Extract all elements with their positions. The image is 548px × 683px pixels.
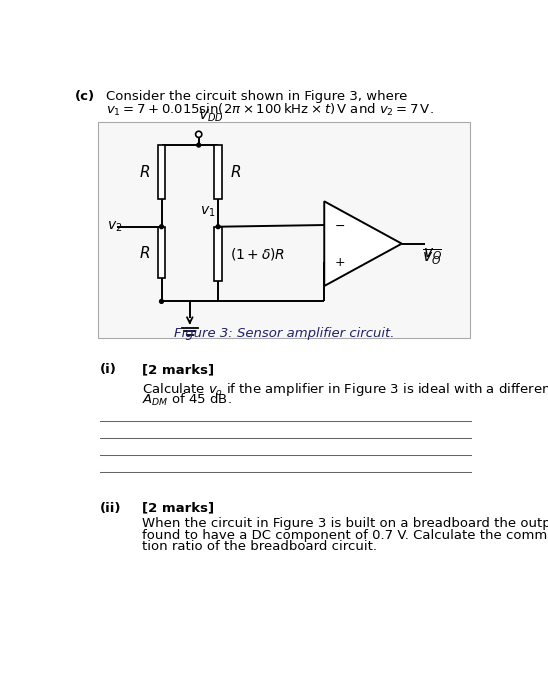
Text: (c): (c) xyxy=(75,89,95,102)
Text: found to have a DC component of 0.7 V. Calculate the common-mode rejec-: found to have a DC component of 0.7 V. C… xyxy=(142,529,548,542)
Text: Figure 3: Sensor amplifier circuit.: Figure 3: Sensor amplifier circuit. xyxy=(174,327,394,340)
Text: (i): (i) xyxy=(100,363,116,376)
Text: $v_O$: $v_O$ xyxy=(424,246,442,262)
Text: $v_1 = 7 + 0.015\sin(2\pi \times 100\,\mathrm{kHz} \times t)\,\mathrm{V}$ and $v: $v_1 = 7 + 0.015\sin(2\pi \times 100\,\m… xyxy=(106,102,433,118)
Text: When the circuit in Figure 3 is built on a breadboard the output voltage is: When the circuit in Figure 3 is built on… xyxy=(142,517,548,530)
Bar xyxy=(214,145,222,199)
Bar xyxy=(158,145,165,199)
Text: $V_{DD}$: $V_{DD}$ xyxy=(198,108,224,124)
Text: Consider the circuit shown in Figure 3, where: Consider the circuit shown in Figure 3, … xyxy=(106,89,407,102)
Text: $+$: $+$ xyxy=(334,256,345,269)
Text: (ii): (ii) xyxy=(100,501,121,514)
Text: $v_2$: $v_2$ xyxy=(107,219,123,234)
Text: $(1+\delta)R$: $(1+\delta)R$ xyxy=(231,246,286,262)
Circle shape xyxy=(159,299,163,303)
Bar xyxy=(158,227,165,278)
Text: $R$: $R$ xyxy=(230,164,241,180)
Text: $-$: $-$ xyxy=(334,219,345,232)
Text: [2 marks]: [2 marks] xyxy=(142,501,214,514)
Circle shape xyxy=(216,225,220,229)
Circle shape xyxy=(197,143,201,147)
Text: $A_{DM}$ of 45 dB.: $A_{DM}$ of 45 dB. xyxy=(142,392,232,408)
Text: $v_1$: $v_1$ xyxy=(199,205,215,219)
Text: tion ratio of the breadboard circuit.: tion ratio of the breadboard circuit. xyxy=(142,540,377,553)
Text: Calculate $v_o$ if the amplifier in Figure 3 is ideal with a differential-mode g: Calculate $v_o$ if the amplifier in Figu… xyxy=(142,380,548,398)
Circle shape xyxy=(196,131,202,137)
Text: $\overline{v_O}$: $\overline{v_O}$ xyxy=(422,247,442,266)
Bar xyxy=(98,122,470,337)
Text: [2 marks]: [2 marks] xyxy=(142,363,214,376)
Text: $R$: $R$ xyxy=(139,164,150,180)
Text: $R$: $R$ xyxy=(139,245,150,260)
Polygon shape xyxy=(324,201,402,286)
Circle shape xyxy=(159,225,163,229)
Bar xyxy=(214,227,222,281)
